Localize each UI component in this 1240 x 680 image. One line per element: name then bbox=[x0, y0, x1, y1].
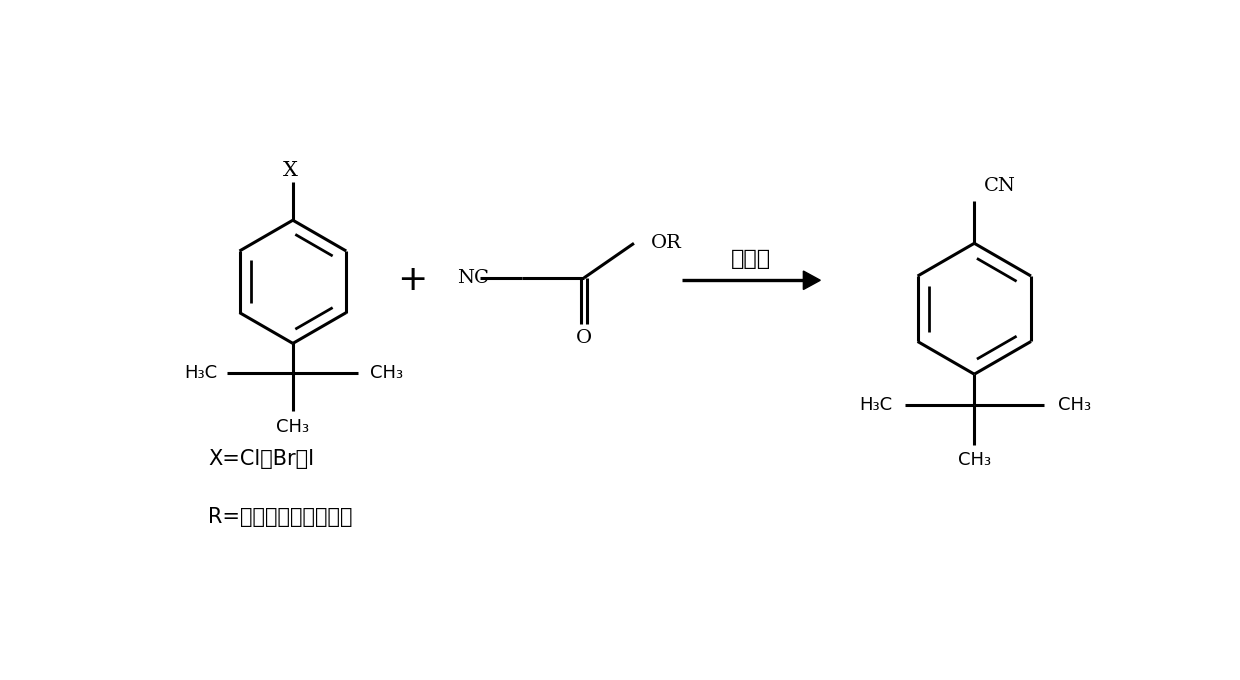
Text: X=Cl，Br或I: X=Cl，Br或I bbox=[208, 449, 314, 469]
Polygon shape bbox=[804, 271, 821, 290]
Text: NC: NC bbox=[456, 269, 489, 287]
Text: R=氢原子，甲基或乙基: R=氢原子，甲基或乙基 bbox=[208, 507, 352, 526]
Text: CH₃: CH₃ bbox=[957, 452, 991, 469]
Text: X: X bbox=[283, 160, 298, 180]
Text: H₃C: H₃C bbox=[184, 364, 217, 381]
Text: +: + bbox=[397, 263, 428, 297]
Text: CH₃: CH₃ bbox=[277, 418, 310, 436]
Text: CN: CN bbox=[983, 177, 1016, 194]
Text: H₃C: H₃C bbox=[859, 396, 893, 414]
Text: CH₃: CH₃ bbox=[371, 364, 403, 381]
Text: 有机碱: 有机碱 bbox=[730, 249, 771, 269]
Text: CH₃: CH₃ bbox=[1058, 396, 1091, 414]
Text: OR: OR bbox=[651, 235, 682, 252]
Text: O: O bbox=[575, 329, 591, 347]
